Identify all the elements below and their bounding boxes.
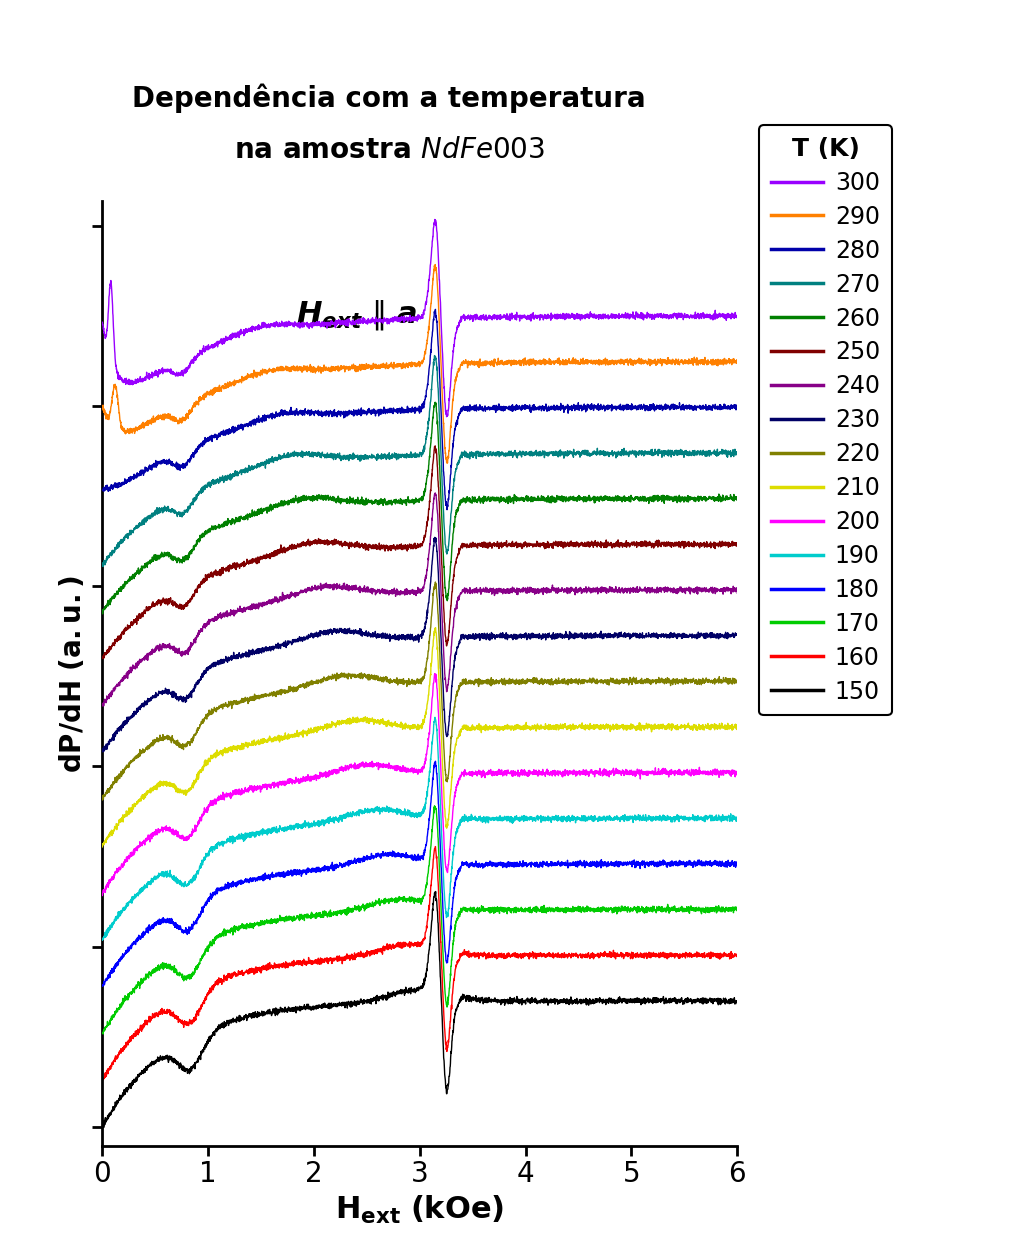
Y-axis label: $\mathbf{dP/dH\ (a.u.)}$: $\mathbf{dP/dH\ (a.u.)}$ bbox=[58, 574, 87, 773]
Text: Dependência com a temperatura: Dependência com a temperatura bbox=[132, 84, 646, 113]
Legend: 300, 290, 280, 270, 260, 250, 240, 230, 220, 210, 200, 190, 180, 170, 160, 150: 300, 290, 280, 270, 260, 250, 240, 230, … bbox=[760, 125, 892, 715]
Text: $\boldsymbol{H}_{\boldsymbol{ext}}\ \|\ \boldsymbol{a}$: $\boldsymbol{H}_{\boldsymbol{ext}}\ \|\ … bbox=[296, 297, 417, 332]
X-axis label: $\mathbf{H}_{\mathbf{ext}}\ \mathbf{(kOe)}$: $\mathbf{H}_{\mathbf{ext}}\ \mathbf{(kOe… bbox=[335, 1194, 505, 1226]
Text: na amostra $\it{NdFe003}$: na amostra $\it{NdFe003}$ bbox=[233, 136, 545, 164]
